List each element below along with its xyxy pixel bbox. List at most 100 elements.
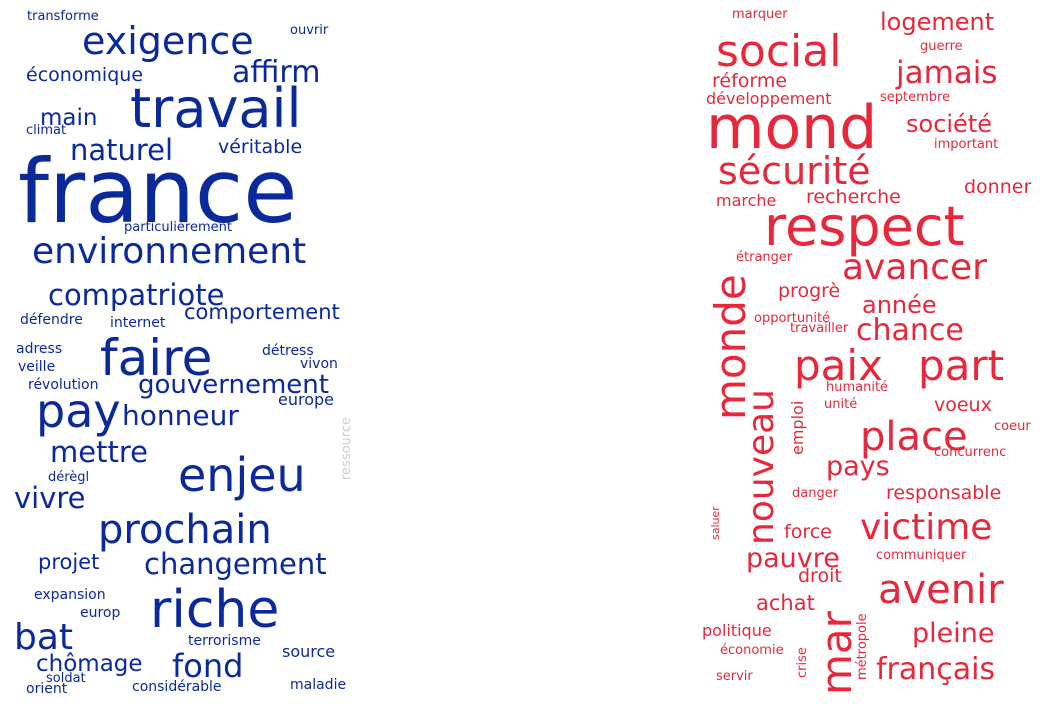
word-right-40: pauvre	[746, 543, 840, 574]
word-left-39: terrorisme	[188, 633, 261, 649]
word-right-23: chance	[856, 313, 964, 348]
word-right-2: social	[716, 26, 842, 77]
word-left-33: projet	[38, 550, 100, 574]
word-right-34: concurrenc	[934, 445, 1007, 460]
word-right-51: français	[876, 652, 996, 687]
word-left-26: europe	[278, 390, 334, 409]
word-left-29: enjeu	[178, 448, 306, 502]
word-left-7: climat	[26, 123, 67, 138]
word-right-1: logement	[880, 8, 995, 36]
word-right-38: victime	[860, 507, 993, 548]
word-left-23: gouvernement	[138, 370, 329, 400]
word-left-22: révolution	[28, 377, 99, 393]
word-right-14: marche	[716, 191, 777, 210]
word-right-8: mond	[706, 93, 878, 163]
word-left-24: pay	[36, 384, 121, 438]
word-left-12: environnement	[32, 231, 307, 272]
word-left-41: chômage	[36, 651, 143, 677]
word-left-13: compatriote	[48, 278, 225, 312]
word-right-20: année	[862, 291, 937, 319]
word-left-27: ressource	[339, 416, 354, 480]
word-left-44: orient	[26, 681, 68, 697]
word-right-5: réforme	[712, 70, 788, 92]
word-right-44: achat	[756, 591, 815, 615]
word-right-3: guerre	[920, 39, 963, 54]
word-left-46: maladie	[290, 677, 347, 693]
word-left-25: honneur	[122, 399, 239, 432]
word-right-47: politique	[702, 621, 772, 640]
word-right-27: humanité	[826, 380, 889, 395]
word-left-45: considérable	[132, 679, 222, 695]
word-left-42: fond	[172, 647, 244, 685]
word-right-19: progrè	[778, 280, 841, 302]
word-right-16: étranger	[736, 250, 793, 265]
word-right-43: droit	[798, 565, 842, 587]
word-right-52: servir	[716, 669, 753, 684]
word-left-21: vivon	[300, 356, 338, 372]
word-left-0: transforme	[27, 9, 99, 24]
word-left-11: particulièrement	[124, 220, 232, 235]
word-right-12: recherche	[806, 186, 901, 208]
word-cloud-right: marquer logement social guerre jamais réforme…	[700, 0, 1060, 713]
word-left-43: soldat	[46, 671, 86, 686]
word-right-0: marquer	[732, 7, 788, 22]
word-right-4: jamais	[896, 55, 998, 91]
word-left-6: main	[40, 105, 98, 131]
word-right-39: force	[784, 521, 832, 543]
word-right-22: travailler	[790, 321, 849, 336]
word-left-18: faire	[100, 329, 213, 387]
word-left-8: naturel	[70, 133, 174, 167]
word-right-11: sécurité	[718, 149, 871, 193]
word-right-30: voeux	[934, 394, 992, 416]
word-left-36: europ	[80, 605, 121, 621]
word-right-25: part	[918, 341, 1005, 390]
word-right-24: paix	[794, 341, 883, 390]
word-right-6: développement	[706, 89, 832, 108]
word-left-30: dérègl	[48, 470, 90, 485]
word-right-46: pleine	[912, 618, 995, 649]
word-left-4: économique	[26, 64, 144, 86]
word-left-2: exigence	[82, 19, 254, 63]
word-right-9: société	[906, 110, 992, 138]
word-right-7: septembre	[880, 90, 951, 105]
word-right-48: mar	[812, 611, 861, 695]
word-left-9: véritable	[218, 136, 303, 158]
word-right-37: saluer	[709, 506, 722, 540]
word-left-38: bat	[14, 617, 74, 658]
word-right-17: avancer	[842, 247, 987, 288]
word-right-13: donner	[964, 176, 1032, 198]
word-left-15: internet	[110, 315, 166, 331]
word-right-50: économie	[720, 643, 784, 658]
word-right-15: respect	[764, 195, 965, 258]
word-right-49: crise	[795, 647, 810, 678]
word-right-31: place	[860, 414, 968, 460]
word-left-37: riche	[150, 580, 280, 640]
word-left-10: france	[18, 140, 298, 243]
word-right-36: danger	[792, 486, 839, 501]
word-right-33: pays	[826, 451, 890, 482]
word-left-14: défendre	[20, 312, 83, 328]
word-left-3: affirm	[232, 55, 321, 90]
word-right-29: unité	[824, 397, 858, 412]
word-cloud-left: transforme ouvrir exigence affirm économique…	[0, 0, 360, 713]
word-left-20: veille	[18, 359, 56, 375]
word-left-34: changement	[144, 547, 327, 581]
word-right-26: nouveau	[741, 389, 782, 545]
word-left-19: détress	[262, 343, 314, 359]
word-right-41: communiquer	[876, 548, 967, 563]
word-right-10: important	[934, 137, 999, 152]
word-left-16: comportement	[184, 300, 340, 324]
word-right-21: opportunité	[754, 311, 831, 326]
word-left-17: adress	[16, 341, 63, 357]
word-left-35: expansion	[34, 587, 106, 603]
word-right-42: avenir	[878, 567, 1004, 613]
word-right-28: emploi	[788, 400, 807, 455]
word-left-31: vivre	[14, 481, 86, 515]
word-right-32: coeur	[994, 419, 1031, 434]
word-left-5: travail	[130, 77, 302, 140]
word-left-32: prochain	[98, 507, 272, 553]
word-right-35: responsable	[886, 482, 1002, 504]
word-left-1: ouvrir	[290, 23, 329, 38]
word-left-28: mettre	[50, 435, 148, 469]
word-left-40: source	[282, 642, 336, 661]
